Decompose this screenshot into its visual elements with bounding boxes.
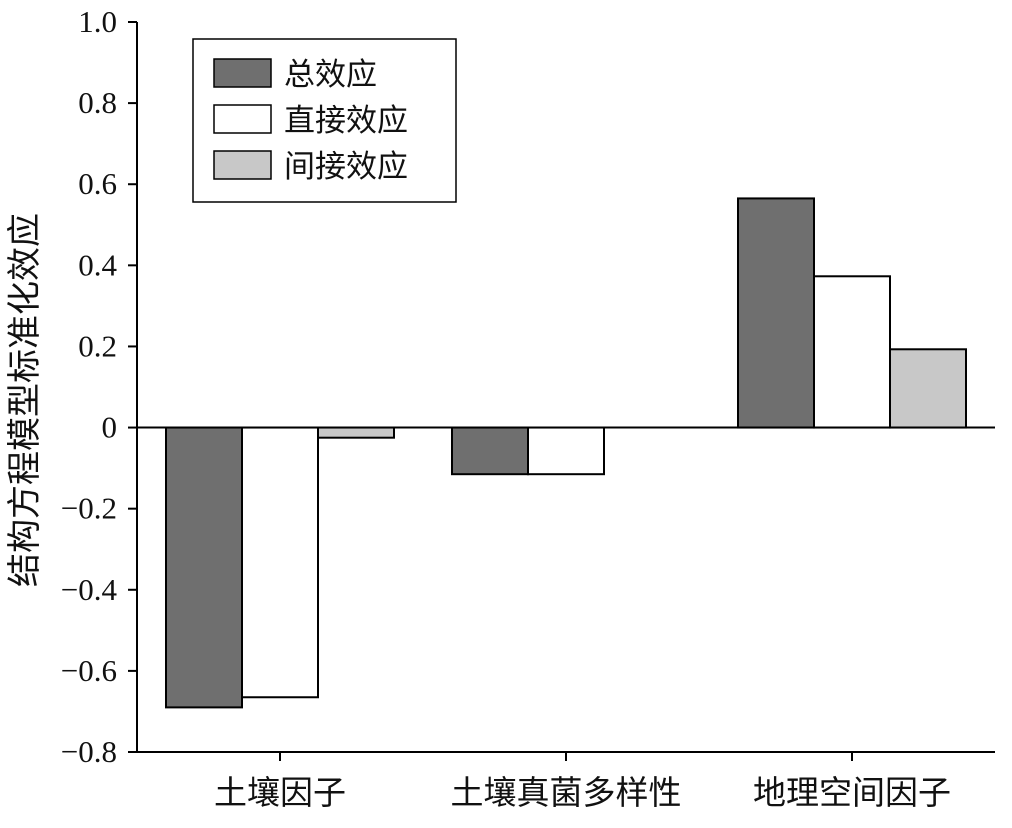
y-tick-label: 1.0: [78, 4, 117, 39]
y-tick-label: 0.6: [78, 166, 117, 201]
bar: [165, 426, 243, 709]
category-label: 土壤真菌多样性: [451, 773, 682, 812]
y-tick-label: 0.8: [78, 85, 117, 120]
y-axis-label: 结构方程模型标准化效应: [5, 213, 45, 587]
category-label: 地理空间因子: [753, 773, 951, 812]
bar: [889, 348, 967, 429]
legend-label: 总效应: [284, 57, 377, 93]
plot-area: 1.0 0.8 0.6 0.4 0.2 0 −0.2 −0.4 −0.6 −0.8 土壤因子 土壤真菌…: [61, 4, 995, 812]
bar: [737, 197, 815, 429]
y-tick-label: 0: [102, 410, 118, 445]
legend-swatch: [213, 150, 272, 180]
legend-label: 直接效应: [284, 103, 408, 139]
bar: [317, 426, 395, 439]
y-tick-label: 0.2: [78, 328, 117, 363]
bar: [813, 275, 891, 429]
legend-swatch: [213, 58, 272, 88]
y-tick-label: −0.2: [61, 491, 117, 526]
y-tick-label: −0.6: [61, 653, 117, 688]
category-label: 土壤因子: [214, 773, 346, 812]
y-tick-label: −0.8: [61, 734, 117, 769]
bar: [451, 426, 529, 476]
bar: [241, 426, 319, 699]
y-tick-label: −0.4: [61, 572, 118, 607]
bar: [527, 426, 605, 476]
legend-swatch: [213, 104, 272, 134]
legend-label: 间接效应: [284, 149, 408, 185]
y-tick-label: 0.4: [78, 247, 117, 282]
